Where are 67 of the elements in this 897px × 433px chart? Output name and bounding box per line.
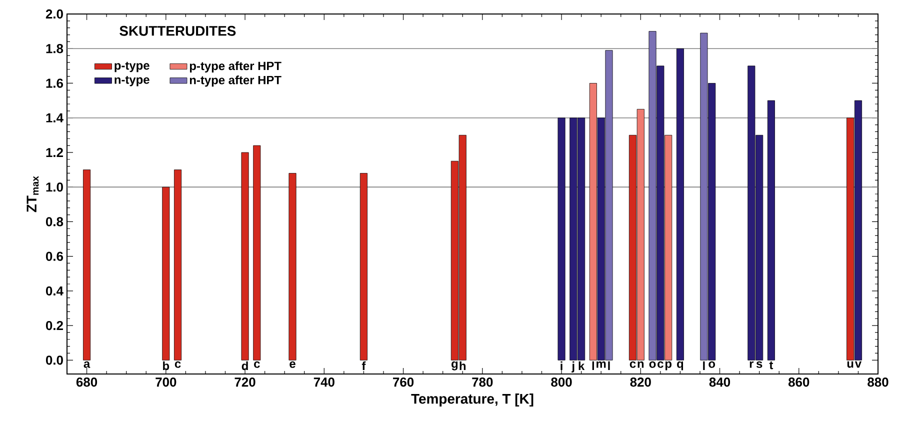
x-tick-label: 720 xyxy=(234,378,256,387)
x-tick-label: 880 xyxy=(868,378,888,387)
y-tick-label: 1.4 xyxy=(46,113,64,122)
x-tick-label: 680 xyxy=(76,378,98,387)
y-tick-label: 1.0 xyxy=(46,182,63,192)
annotation: c xyxy=(630,361,636,368)
annotation: j xyxy=(572,361,574,372)
x-tick-label: 740 xyxy=(314,378,334,387)
y-tick-label: 0.4 xyxy=(46,286,64,296)
x-axis-title: Temperature, T [K] xyxy=(411,394,534,407)
text: SKUTTERUDITES xyxy=(120,26,236,36)
y-tick-label: 0.2 xyxy=(46,320,63,330)
annotation: c xyxy=(658,361,664,368)
annotation: o xyxy=(708,361,716,368)
bar xyxy=(174,170,182,360)
annotation: k xyxy=(578,361,585,370)
annotation: p xyxy=(665,361,672,370)
bar xyxy=(676,48,684,360)
y-tick-label: 1.8 xyxy=(46,44,64,54)
annotation: c xyxy=(174,361,181,368)
x-tick-label: 840 xyxy=(709,378,730,387)
y-tick-label: 2.0 xyxy=(46,9,63,19)
bar xyxy=(241,152,249,360)
y-tick-label: 0.0 xyxy=(46,356,63,365)
annotation: e xyxy=(290,361,296,368)
annotation: l xyxy=(592,361,594,370)
annotation: d xyxy=(242,361,248,370)
annotation: q xyxy=(677,361,684,370)
legend-label: n-type xyxy=(114,76,150,86)
annotation: t xyxy=(769,361,774,370)
bar xyxy=(767,100,775,360)
bar xyxy=(288,173,296,360)
annotation: i xyxy=(560,361,562,370)
annotation: a xyxy=(84,361,90,368)
x-tick-label: 860 xyxy=(788,378,810,387)
annotation: b xyxy=(163,361,170,370)
annotation: v xyxy=(854,361,862,368)
annotation: r xyxy=(750,361,754,368)
bar xyxy=(162,186,170,360)
annotation: h xyxy=(460,361,466,370)
annotation: f xyxy=(362,361,366,370)
annotation: l xyxy=(703,361,705,370)
annotation: g xyxy=(452,361,458,370)
x-tick-label: 700 xyxy=(156,378,176,387)
annotation: l xyxy=(608,361,610,370)
x-tick-label: 780 xyxy=(472,378,493,387)
y-tick-label: 1.2 xyxy=(46,148,63,157)
annotation: m xyxy=(596,361,606,368)
y-tick-label: 1.6 xyxy=(46,78,64,88)
legend-label: n-type after HPT xyxy=(190,76,282,87)
annotation: n xyxy=(638,361,644,368)
legend-label: p-type xyxy=(114,62,150,72)
x-tick-label: 760 xyxy=(393,378,414,387)
y-tick-label: 0.8 xyxy=(46,217,64,226)
bar xyxy=(83,170,91,360)
annotation: o xyxy=(649,361,656,368)
annotation: c xyxy=(254,361,260,368)
annotation: s xyxy=(756,361,762,368)
y-axis-title: ZT$_{max}$ xyxy=(26,176,39,212)
legend-label: p-type after HPT xyxy=(190,61,282,73)
x-tick-label: 820 xyxy=(630,378,651,387)
bar xyxy=(360,173,368,360)
y-tick-label: 0.6 xyxy=(46,252,64,261)
bar xyxy=(558,118,566,360)
x-tick-label: 800 xyxy=(551,378,572,387)
annotation: u xyxy=(847,361,854,368)
bar xyxy=(253,145,261,360)
